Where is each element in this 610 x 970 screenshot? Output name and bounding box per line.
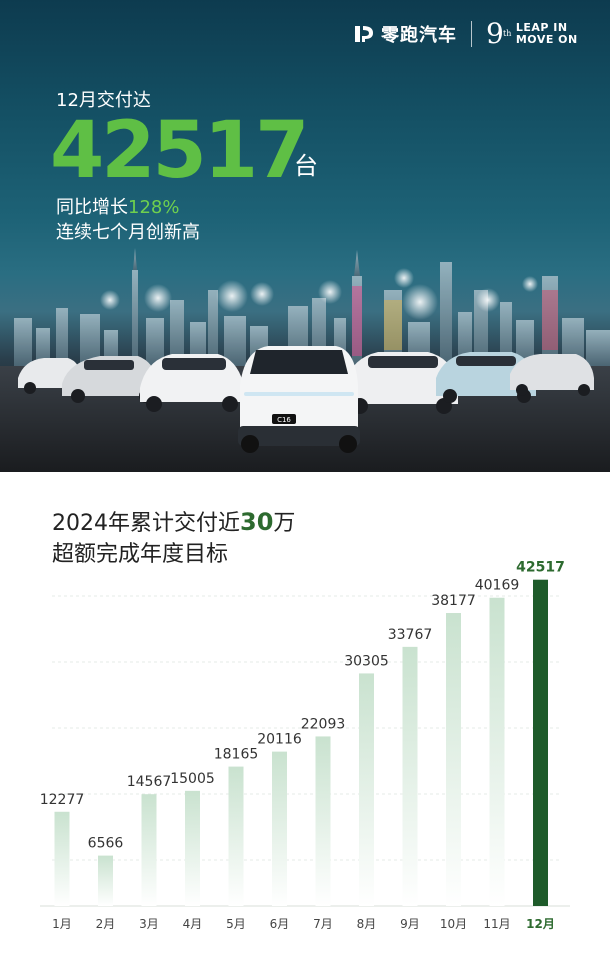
annual-subtitle: 超额完成年度目标: [52, 542, 229, 567]
tick-label-5月: 5月: [226, 917, 246, 931]
anniversary-suffix: th: [503, 29, 512, 38]
value-label-12月: 42517: [516, 560, 565, 576]
bar-7月: [315, 736, 331, 906]
annual-title-emphasis: 30: [240, 508, 274, 536]
bar-6月: [272, 751, 287, 906]
bar-11月: [489, 597, 505, 906]
delivery-unit: 台: [294, 152, 318, 180]
value-label-6月: 20116: [257, 732, 302, 748]
car-lineup: [18, 346, 594, 453]
value-label-7月: 22093: [301, 716, 346, 732]
tick-label-7月: 7月: [313, 917, 333, 931]
tick-label-6月: 6月: [270, 917, 290, 931]
bar-10月: [446, 613, 461, 906]
annual-title-prefix: 2024年累计交付近: [52, 511, 240, 536]
annual-title-suffix: 万: [273, 511, 296, 536]
bar-5月: [228, 766, 244, 906]
bar-9月: [402, 646, 418, 906]
slogan-line-1: LEAP IN: [515, 21, 568, 34]
yoy-prefix: 同比增长: [56, 197, 128, 218]
chart-gridlines: [40, 595, 570, 907]
tick-label-9月: 9月: [400, 917, 420, 931]
city-night-scene: C16: [0, 248, 610, 472]
license-plate: [272, 414, 296, 424]
bar-1月: [54, 811, 70, 906]
tick-label-8月: 8月: [357, 917, 377, 931]
tick-label-4月: 4月: [183, 917, 203, 931]
tick-label-12月: 12月: [526, 917, 555, 931]
yoy-growth: 同比增长128%: [56, 193, 179, 219]
anniversary-number: 9: [486, 17, 504, 50]
delivery-figure: 42517: [50, 106, 309, 196]
bar-8月: [359, 673, 374, 906]
value-label-8月: 30305: [344, 653, 389, 669]
month-delivery-label: 12月交付达: [56, 90, 151, 111]
value-label-2月: 6566: [88, 836, 124, 852]
value-label-11月: 40169: [475, 578, 520, 594]
slogan-line-2: MOVE ON: [515, 33, 578, 46]
red-tower-light: [542, 290, 558, 350]
bar-12月: [533, 579, 548, 906]
bar-2月: [98, 855, 113, 906]
fireworks: [100, 268, 538, 320]
value-label-10月: 38177: [431, 593, 476, 609]
license-plate-text: C16: [277, 416, 291, 424]
chart-x-tick-labels: 1月 2月 3月 4月 5月 6月 7月 8月 9月 10月 11月 12月: [52, 917, 555, 931]
brand-divider: [471, 21, 472, 47]
value-label-3月: 14567: [127, 774, 172, 790]
tick-label-11月: 11月: [483, 917, 510, 931]
brand-slogan: LEAP IN MOVE ON: [516, 22, 578, 46]
brand-name: 零跑汽车: [381, 25, 457, 46]
value-label-1月: 12277: [40, 792, 85, 808]
value-label-5月: 18165: [214, 747, 259, 763]
value-label-9月: 33767: [388, 627, 433, 643]
yoy-percent: 128%: [128, 197, 180, 218]
record-streak-text: 连续七个月创新高: [56, 222, 200, 243]
bar-3月: [141, 794, 157, 906]
annual-title: 2024年累计交付近30万: [52, 505, 295, 537]
chart-bars: [54, 579, 548, 906]
tick-label-10月: 10月: [440, 917, 467, 931]
tick-label-3月: 3月: [139, 917, 159, 931]
bar-4月: [185, 790, 200, 906]
gold-tower-light: [384, 300, 402, 350]
tick-label-1月: 1月: [52, 917, 72, 931]
tick-label-2月: 2月: [96, 917, 116, 931]
leapmotor-logo-icon: [355, 26, 373, 42]
pink-tower-light: [352, 286, 362, 356]
value-label-4月: 15005: [170, 771, 215, 787]
